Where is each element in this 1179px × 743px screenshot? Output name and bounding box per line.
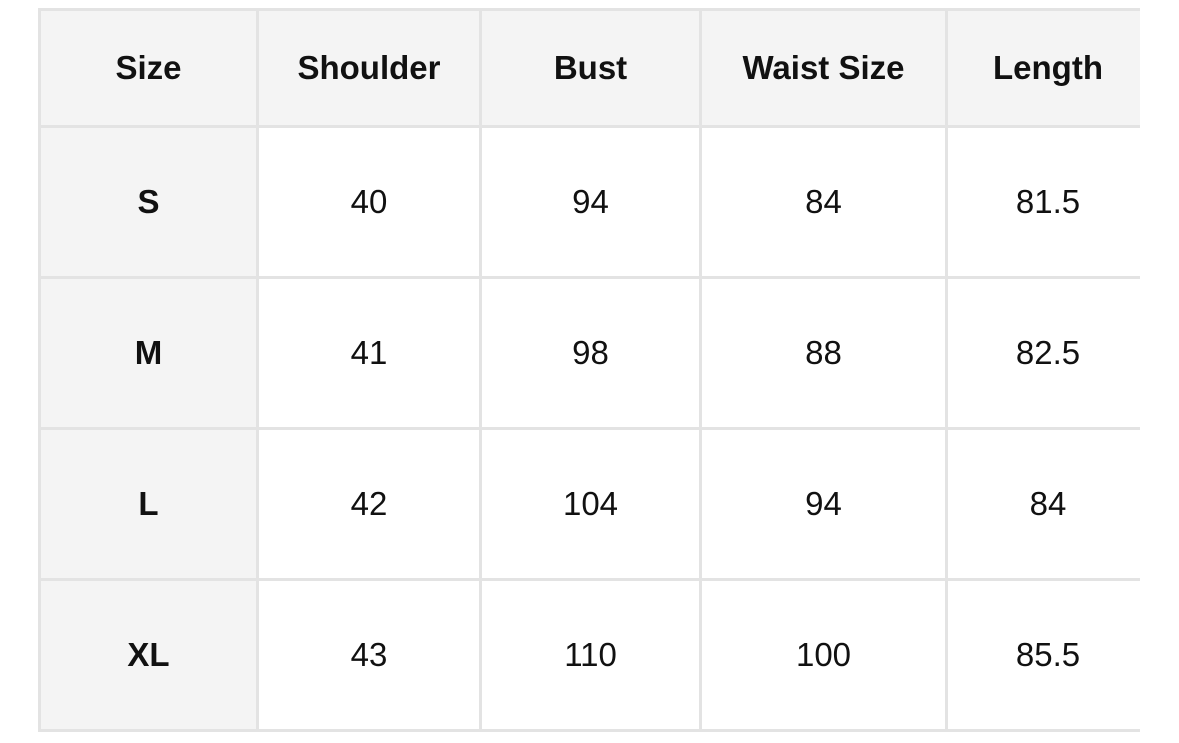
length-cell: 84 bbox=[945, 427, 1140, 581]
header-bust: Bust bbox=[479, 8, 702, 128]
length-cell: 81.5 bbox=[945, 125, 1140, 279]
size-cell: M bbox=[38, 276, 259, 430]
waist-cell: 84 bbox=[699, 125, 948, 279]
table-row: L 42 104 94 84 bbox=[38, 427, 1140, 581]
header-row: Size Shoulder Bust Waist Size Length bbox=[38, 8, 1140, 128]
shoulder-cell: 43 bbox=[256, 578, 482, 732]
size-cell: S bbox=[38, 125, 259, 279]
bust-cell: 110 bbox=[479, 578, 702, 732]
length-cell: 82.5 bbox=[945, 276, 1140, 430]
shoulder-cell: 41 bbox=[256, 276, 482, 430]
shoulder-cell: 40 bbox=[256, 125, 482, 279]
table-row: S 40 94 84 81.5 bbox=[38, 125, 1140, 279]
waist-cell: 94 bbox=[699, 427, 948, 581]
shoulder-cell: 42 bbox=[256, 427, 482, 581]
table-row: M 41 98 88 82.5 bbox=[38, 276, 1140, 430]
bust-cell: 98 bbox=[479, 276, 702, 430]
bust-cell: 104 bbox=[479, 427, 702, 581]
waist-cell: 100 bbox=[699, 578, 948, 732]
header-shoulder: Shoulder bbox=[256, 8, 482, 128]
header-waist-size: Waist Size bbox=[699, 8, 948, 128]
waist-cell: 88 bbox=[699, 276, 948, 430]
size-cell: XL bbox=[38, 578, 259, 732]
size-chart-table: Size Shoulder Bust Waist Size Length S 4… bbox=[38, 8, 1140, 735]
bust-cell: 94 bbox=[479, 125, 702, 279]
header-length: Length bbox=[945, 8, 1140, 128]
table-row: XL 43 110 100 85.5 bbox=[38, 578, 1140, 732]
length-cell: 85.5 bbox=[945, 578, 1140, 732]
size-cell: L bbox=[38, 427, 259, 581]
header-size: Size bbox=[38, 8, 259, 128]
